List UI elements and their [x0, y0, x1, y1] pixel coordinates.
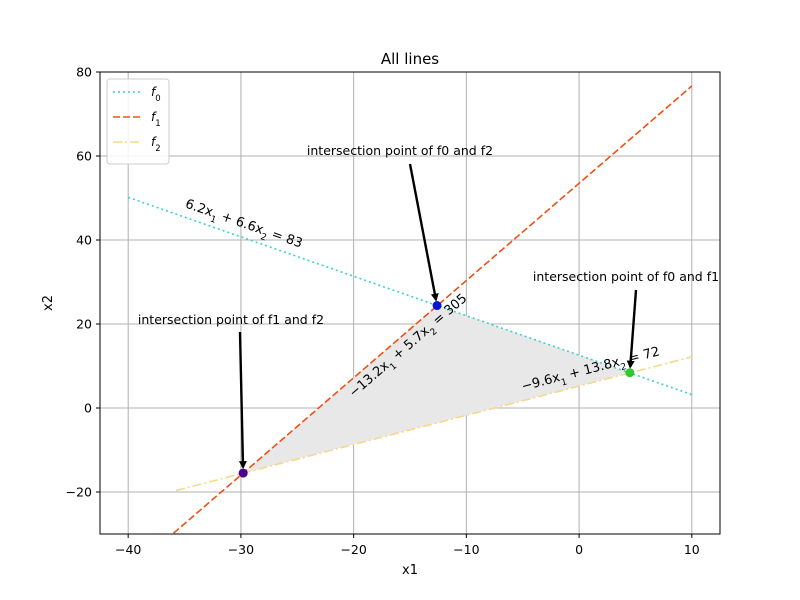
y-tick-label: 20: [76, 317, 92, 332]
annotations: intersection point of f0 and f2 intersect…: [138, 143, 719, 470]
feasible-region-layer: [243, 305, 630, 474]
legend-label: f1: [151, 110, 161, 129]
intersection-point: [238, 468, 248, 478]
grid: [100, 71, 720, 534]
series-line-f1: [171, 85, 693, 534]
annotation-label: intersection point of f0 and f1: [533, 269, 719, 284]
legend-box: [106, 78, 170, 165]
lines-layer: [127, 85, 693, 534]
x-tick-label: −10: [453, 542, 479, 557]
intersection-points: [238, 301, 635, 478]
x-axis-label: x1: [402, 563, 418, 578]
x-tick-label: 10: [684, 542, 700, 557]
annotation-arrow: [626, 289, 638, 369]
intersection-point: [432, 301, 442, 311]
annotation-label: intersection point of f0 and f2: [307, 143, 493, 158]
annotation-label: intersection point of f1 and f2: [138, 312, 324, 327]
equation-label-f0: 6.2x1 + 6.6x2 = 83: [182, 197, 304, 256]
y-tick-label: 0: [84, 401, 92, 416]
series-line-f2: [175, 356, 693, 492]
legend-label: f0: [151, 85, 161, 104]
x-tick-label: 0: [575, 542, 583, 557]
legend: f0 f1 f2: [106, 78, 170, 165]
y-tick-label: 60: [76, 149, 92, 164]
y-axis-label: x2: [41, 295, 56, 311]
ticks: −40 −30 −20 −10 0 10 −20 0 20 40 60 80: [66, 65, 700, 558]
annotation-arrow: [238, 331, 247, 470]
intersection-point: [625, 368, 635, 378]
x-tick-label: −20: [340, 542, 366, 557]
feasible-region: [243, 305, 630, 474]
annotation-arrow: [408, 163, 439, 302]
y-tick-label: 80: [76, 65, 92, 80]
legend-label: f2: [151, 135, 161, 154]
x-tick-label: −40: [115, 542, 141, 557]
y-tick-label: −20: [66, 485, 92, 500]
y-tick-label: 40: [76, 233, 92, 248]
x-tick-label: −30: [228, 542, 254, 557]
plot-frame: [99, 71, 721, 535]
chart-title: All lines: [381, 50, 439, 68]
